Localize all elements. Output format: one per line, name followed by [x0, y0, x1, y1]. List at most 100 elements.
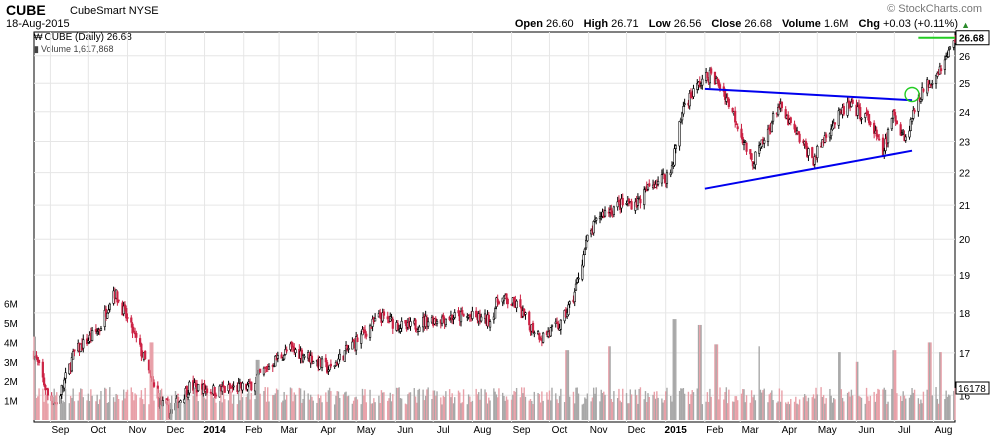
candle-body — [582, 254, 585, 267]
x-tick-label: Sep — [52, 425, 70, 436]
volume-bar — [592, 387, 595, 420]
candle-body — [909, 119, 912, 131]
volume-bar — [241, 397, 244, 420]
volume-bar — [523, 387, 525, 420]
candle-body — [281, 359, 284, 361]
volume-bar — [95, 401, 97, 420]
volume-bar — [400, 398, 403, 420]
volume-bar — [494, 391, 496, 420]
volume-bar — [803, 394, 806, 420]
candle-body — [688, 93, 691, 107]
volume-bar — [258, 359, 260, 420]
candle-body — [274, 355, 277, 367]
volume-bar — [935, 387, 937, 420]
candle-body — [515, 300, 518, 309]
volume-bar — [187, 400, 189, 420]
volume-bar — [781, 390, 783, 420]
x-tick-label: Oct — [91, 425, 107, 436]
volume-bar — [360, 404, 362, 420]
volume-bar — [875, 393, 878, 420]
volume-bar — [815, 387, 817, 420]
candle-body — [347, 348, 350, 350]
volume-bar — [930, 342, 932, 420]
candle-body — [126, 317, 129, 319]
y-tick-label: 19 — [959, 271, 971, 282]
y-tick-label: 20 — [959, 235, 971, 246]
candle-body — [399, 328, 402, 332]
volume-bar — [629, 389, 632, 420]
volume-bar — [131, 392, 134, 420]
volume-bar — [858, 395, 860, 420]
candle-body — [706, 72, 709, 79]
candle-body — [197, 384, 200, 391]
candle-body — [524, 312, 527, 315]
volume-bar — [793, 401, 796, 420]
volume-bar — [135, 394, 138, 420]
chg-value: +0.03 (+0.11%) — [882, 18, 958, 30]
volume-bar — [798, 399, 801, 420]
volume-bar — [772, 400, 774, 420]
candle-body — [471, 310, 474, 319]
volume-bar — [533, 391, 535, 420]
volume-bar — [256, 359, 259, 420]
candle-body — [639, 198, 642, 204]
volume-bar — [445, 391, 447, 420]
candle-body — [568, 301, 571, 305]
volume-bar — [584, 397, 586, 420]
volume-bar — [600, 389, 602, 420]
candle-body — [64, 372, 67, 379]
volume-bar — [90, 389, 92, 420]
volume-tick-label: 5M — [4, 319, 18, 330]
volume-bar — [643, 399, 645, 420]
volume-label: Volume — [782, 18, 821, 30]
volume-tick-label: 3M — [4, 358, 18, 369]
volume-bar — [152, 342, 154, 420]
candle-body — [46, 388, 49, 396]
candle-body — [130, 317, 133, 323]
volume-bar — [374, 402, 376, 420]
volume-bar — [864, 403, 867, 420]
volume-bar — [34, 336, 36, 420]
candle-body — [355, 336, 358, 351]
candle-body — [595, 217, 598, 221]
volume-bar — [88, 401, 91, 420]
volume-bar — [565, 350, 567, 420]
volume-bar — [317, 394, 319, 420]
volume-bar — [176, 401, 178, 420]
candle-body — [583, 248, 586, 256]
volume-bar — [245, 396, 247, 420]
volume-bar — [381, 392, 384, 420]
volume-bar — [691, 390, 693, 420]
volume-bar — [307, 393, 309, 420]
volume-bar — [894, 350, 897, 420]
volume-bar — [91, 395, 93, 420]
candle-body — [125, 308, 128, 319]
volume-bar — [637, 403, 639, 420]
volume-bar — [409, 392, 412, 420]
candle-body — [96, 331, 99, 334]
volume-bar — [480, 388, 482, 420]
volume-bar — [50, 395, 53, 420]
ohlc-bar: Open 26.60 High 26.71 Low 26.56 Close 26… — [515, 18, 958, 30]
candle-body — [683, 103, 686, 105]
volume-bar — [378, 395, 380, 420]
volume-bar — [886, 404, 888, 420]
volume-bar — [671, 401, 673, 420]
volume-bar — [153, 400, 155, 420]
x-tick-label: 2014 — [203, 425, 226, 436]
volume-bar — [841, 397, 844, 420]
volume-bar — [316, 402, 318, 420]
volume-bar — [901, 401, 903, 420]
volume-bar — [408, 392, 410, 420]
volume-bar — [868, 400, 870, 420]
volume-bar — [896, 393, 898, 420]
volume-bar — [356, 399, 359, 420]
volume-bar — [495, 394, 498, 420]
brand-label[interactable]: © StockCharts.com — [887, 3, 982, 15]
volume-bar — [672, 319, 674, 420]
volume-bar — [831, 402, 834, 420]
volume-bar — [912, 392, 915, 420]
candle-body — [846, 101, 849, 116]
volume-bar — [203, 397, 206, 420]
